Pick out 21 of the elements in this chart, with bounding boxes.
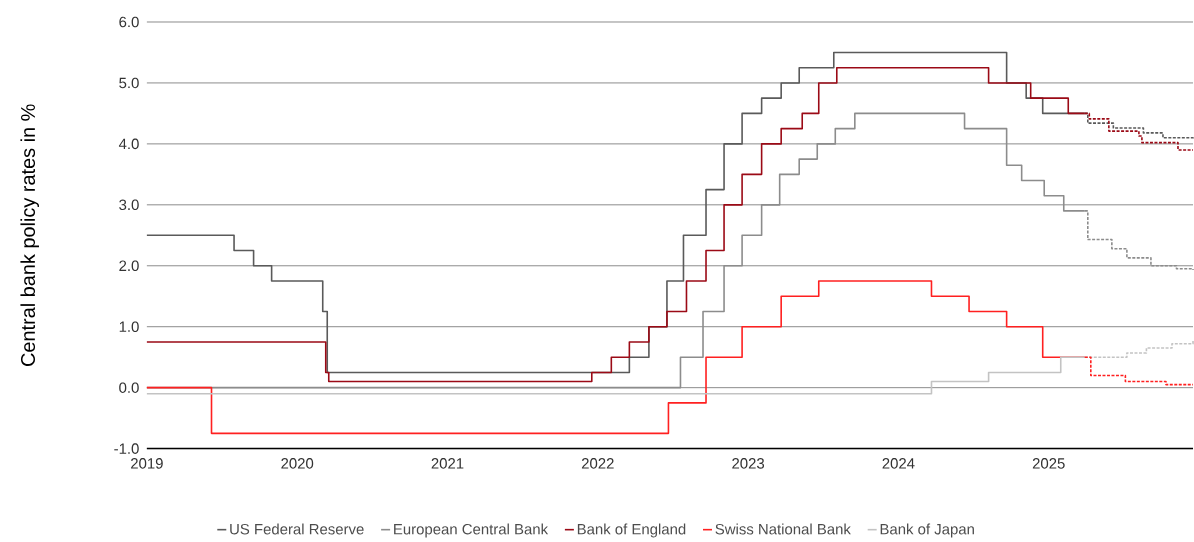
y-tick-label: 1.0: [119, 321, 139, 333]
y-tick-label: 6.0: [119, 16, 139, 28]
legend-label: European Central Bank: [394, 523, 549, 538]
x-tick-label: 2020: [281, 458, 314, 469]
legend-label: Swiss National Bank: [715, 523, 851, 535]
x-tick-label: 2022: [581, 458, 614, 469]
x-tick-label: 2025: [1032, 458, 1065, 469]
x-tick-label: 2023: [732, 458, 765, 469]
y-tick-label: -1.0: [114, 443, 139, 455]
x-tick-label: 2021: [431, 458, 464, 469]
legend-label: Bank of England: [577, 523, 686, 538]
y-tick-label: 5.0: [119, 77, 139, 89]
y-axis-title: Central bank policy rates in %: [20, 104, 39, 367]
y-tick-label: 4.0: [118, 138, 139, 150]
legend-label: US Federal Reserve: [230, 523, 364, 535]
x-tick-label: 2019: [131, 458, 163, 469]
y-tick-label: 0.0: [119, 382, 139, 394]
y-tick-label: 3.0: [119, 199, 139, 211]
legend-label: Bank of Japan: [880, 523, 974, 538]
y-tick-label: 2.0: [119, 260, 139, 272]
x-tick-label: 2024: [882, 458, 915, 469]
